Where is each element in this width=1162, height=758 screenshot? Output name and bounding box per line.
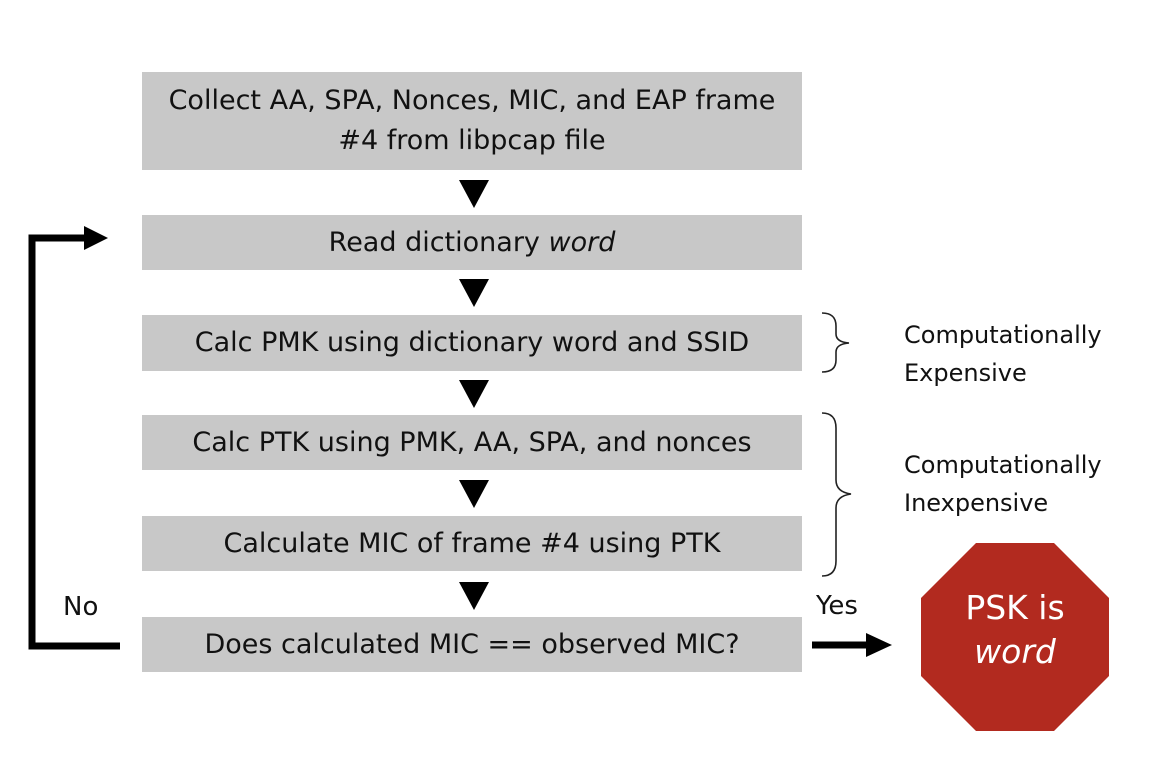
result-word: word	[974, 632, 1056, 671]
result-text: PSK is word	[922, 586, 1108, 674]
yes-branch-label: Yes	[816, 591, 858, 621]
down-arrow	[459, 180, 489, 208]
down-arrow	[459, 480, 489, 508]
collect-step-box: Collect AA, SPA, Nonces, MIC, and EAP fr…	[142, 72, 802, 170]
collect-step-line1: Collect AA, SPA, Nonces, MIC, and EAP fr…	[168, 85, 776, 116]
read-word-step-box: Read dictionary word	[142, 215, 802, 270]
expensive-line2: Expensive	[904, 359, 1027, 387]
no-loop-arrowhead	[84, 226, 108, 250]
yes-arrowhead	[866, 633, 892, 657]
compare-text: Does calculated MIC == observed MIC?	[204, 628, 740, 660]
calc-pmk-step-box: Calc PMK using dictionary word and SSID	[142, 315, 802, 371]
expensive-brace	[821, 312, 850, 373]
calc-ptk-step-box: Calc PTK using PMK, AA, SPA, and nonces	[142, 415, 802, 470]
collect-step-line2: #4 from libpcap file	[338, 125, 606, 156]
inexpensive-brace	[821, 412, 852, 577]
read-word-italic: word	[548, 226, 616, 258]
result-octagon	[921, 543, 1109, 731]
inexpensive-annotation: Computationally Inexpensive	[904, 446, 1102, 522]
no-loop-line	[28, 234, 120, 650]
expensive-annotation: Computationally Expensive	[904, 316, 1102, 392]
down-arrow	[459, 380, 489, 408]
compare-step-box: Does calculated MIC == observed MIC?	[142, 617, 802, 672]
calc-pmk-text: Calc PMK using dictionary word and SSID	[194, 327, 750, 358]
read-word-prefix: Read dictionary	[328, 226, 540, 258]
inexpensive-line1: Computationally	[904, 451, 1102, 479]
calc-mic-step-box: Calculate MIC of frame #4 using PTK	[142, 516, 802, 571]
down-arrow	[459, 582, 489, 610]
no-branch-label: No	[63, 592, 99, 622]
expensive-line1: Computationally	[904, 321, 1102, 349]
down-arrow	[459, 279, 489, 307]
result-line1: PSK is	[965, 588, 1065, 627]
calc-ptk-text: Calc PTK using PMK, AA, SPA, and nonces	[192, 426, 752, 458]
inexpensive-line2: Inexpensive	[904, 489, 1049, 517]
calc-mic-text: Calculate MIC of frame #4 using PTK	[223, 527, 721, 559]
